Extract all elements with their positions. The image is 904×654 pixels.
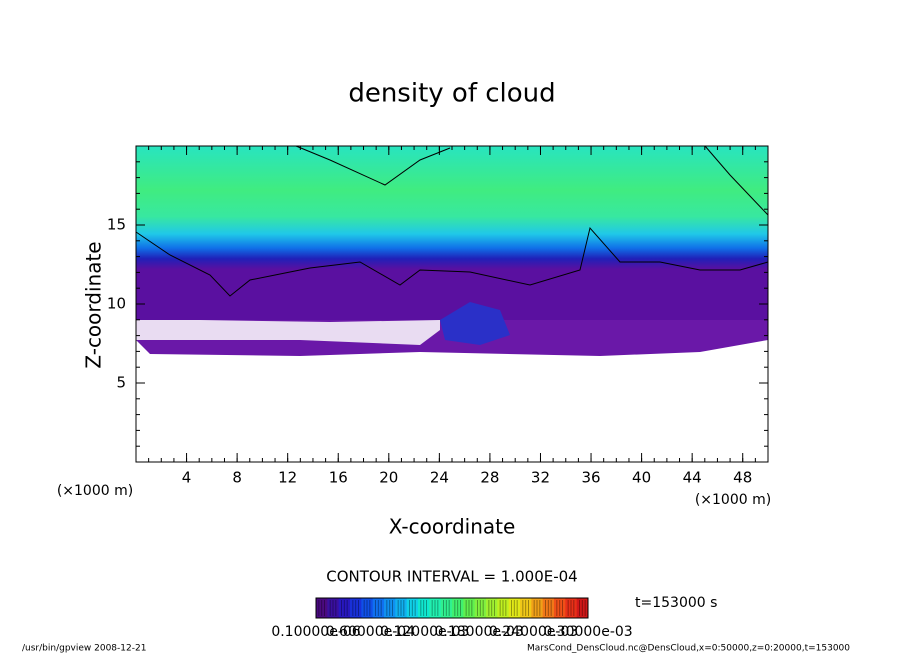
colorbar-cell (452, 598, 464, 618)
colorbar-cell (542, 598, 555, 618)
x-axis-label: X-coordinate (389, 515, 516, 539)
colorbar-label: 0.10000e-06 (271, 624, 360, 640)
x-tick-label: 40 (632, 469, 651, 487)
field (135, 145, 769, 356)
footer-left: /usr/bin/gpview 2008-12-21 (22, 644, 146, 654)
colorbar-cell (338, 598, 351, 618)
colorbar-cell (406, 598, 419, 618)
colorbar-label: 0.30000e-03 (543, 624, 632, 640)
colorbar-cell (486, 598, 498, 618)
x-tick-label: 12 (278, 469, 297, 487)
colorbar-cell (520, 598, 532, 618)
colorbar-cell (361, 598, 374, 618)
x-tick-label: 48 (733, 469, 752, 487)
colorbar-cell (576, 598, 589, 618)
colorbar-cell (316, 598, 328, 618)
chart-title: density of cloud (348, 79, 555, 109)
x-tick-label: 4 (182, 469, 192, 487)
x-tick-label: 16 (329, 469, 348, 487)
x-unit: (×1000 m) (695, 492, 771, 508)
colorbar-cell (429, 598, 442, 618)
colorbar-cell (384, 598, 396, 618)
colorbar-cell (327, 598, 340, 618)
x-tick-label: 28 (480, 469, 499, 487)
colorbar-cell (350, 598, 362, 618)
colorbar-cell (565, 598, 578, 618)
footer-right: MarsCond_DensCloud.nc@DensCloud,x=0:5000… (527, 644, 850, 654)
colorbar-cell (463, 598, 476, 618)
colorbar-frame (315, 597, 589, 619)
colorbar-cell (508, 598, 521, 618)
colorbar-cell (554, 598, 566, 618)
colorbar-label: 0.60000e-04 (326, 624, 415, 640)
y-unit: (×1000 m) (57, 483, 133, 499)
colorbar-cell (418, 598, 430, 618)
x-tick-label: 44 (683, 469, 702, 487)
x-tick-label: 32 (531, 469, 550, 487)
y-tick-label: 15 (107, 216, 126, 234)
colorbar-cell (474, 598, 487, 618)
y-tick-label: 10 (107, 295, 126, 313)
x-tick-label: 8 (232, 469, 242, 487)
colorbar-label: 0.24000e-03 (489, 624, 578, 640)
colorbar-cell (531, 598, 544, 618)
y-axis-label: Z-coordinate (82, 241, 106, 368)
contour-interval: CONTOUR INTERVAL = 1.000E-04 (326, 568, 577, 586)
colorbar-label: 0.18000e-03 (435, 624, 524, 640)
colorbar-cell (395, 598, 408, 618)
time-label: t=153000 s (635, 595, 717, 611)
x-tick-label: 36 (581, 469, 600, 487)
colorbar-cell (372, 598, 385, 618)
x-tick-label: 20 (379, 469, 398, 487)
colorbar-label: 0.12000e-03 (380, 624, 469, 640)
colorbar-cell (497, 598, 510, 618)
colorbar-cell (440, 598, 453, 618)
x-tick-label: 24 (430, 469, 449, 487)
y-tick-label: 5 (116, 374, 126, 392)
